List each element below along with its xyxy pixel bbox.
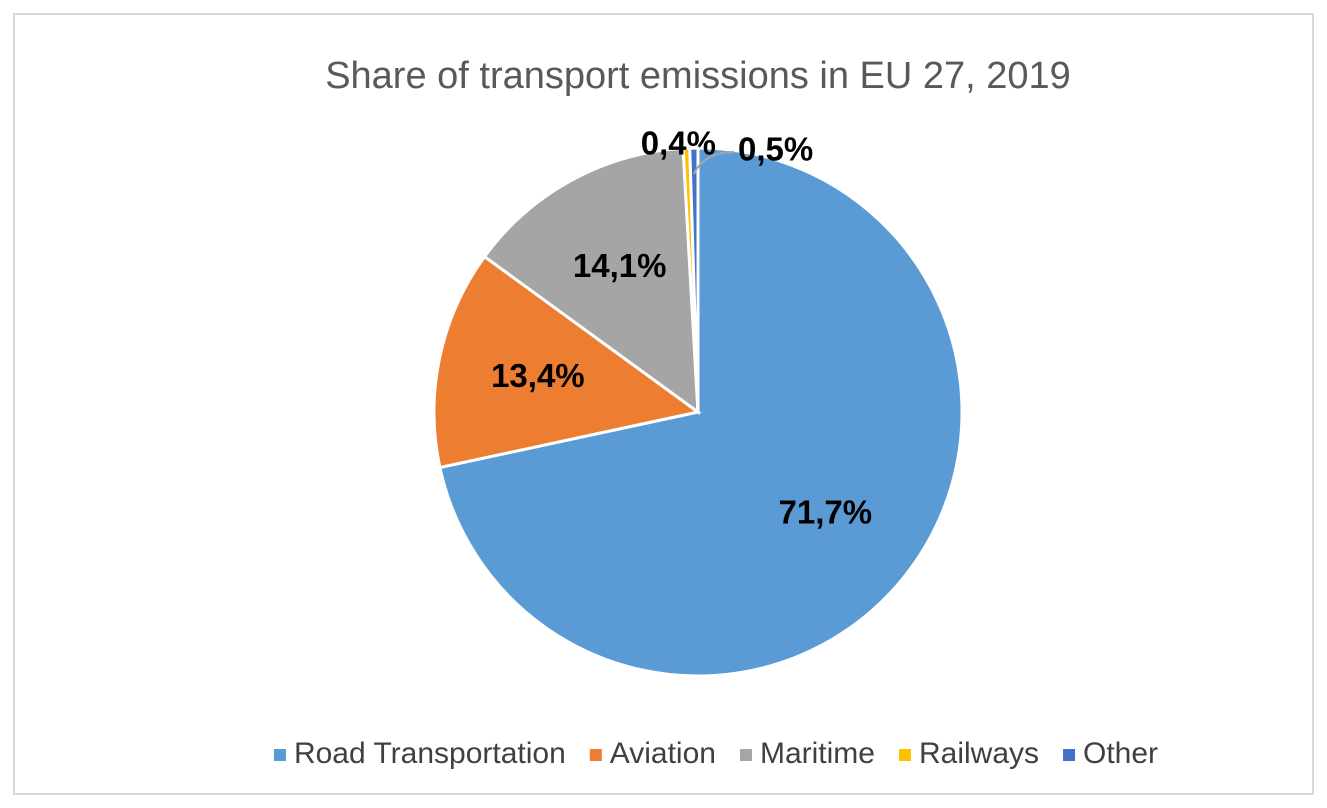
legend-swatch	[898, 749, 911, 761]
pie-slice	[688, 146, 700, 413]
legend-swatch	[273, 749, 286, 761]
pie-slice	[438, 146, 964, 678]
legend-label: Other	[1083, 737, 1158, 770]
pie-slice	[482, 146, 700, 416]
data-label: 14,1%	[573, 247, 667, 284]
chart-title: Share of transport emissions in EU 27, 2…	[325, 55, 1071, 97]
data-label: 0,5%	[738, 131, 813, 168]
legend-label: Railways	[919, 737, 1039, 770]
data-label: 0,4%	[641, 125, 716, 162]
legend-swatch	[739, 749, 752, 761]
leader-line	[693, 151, 735, 175]
data-label: 13,4%	[491, 357, 585, 394]
data-label: 71,7%	[779, 494, 873, 531]
legend-label: Aviation	[610, 737, 716, 770]
pie-slice	[432, 254, 702, 470]
legend-label: Maritime	[760, 737, 875, 770]
legend-label: Road Transportation	[294, 737, 566, 770]
legend-swatch	[1063, 749, 1076, 761]
legend-swatch	[589, 749, 602, 761]
